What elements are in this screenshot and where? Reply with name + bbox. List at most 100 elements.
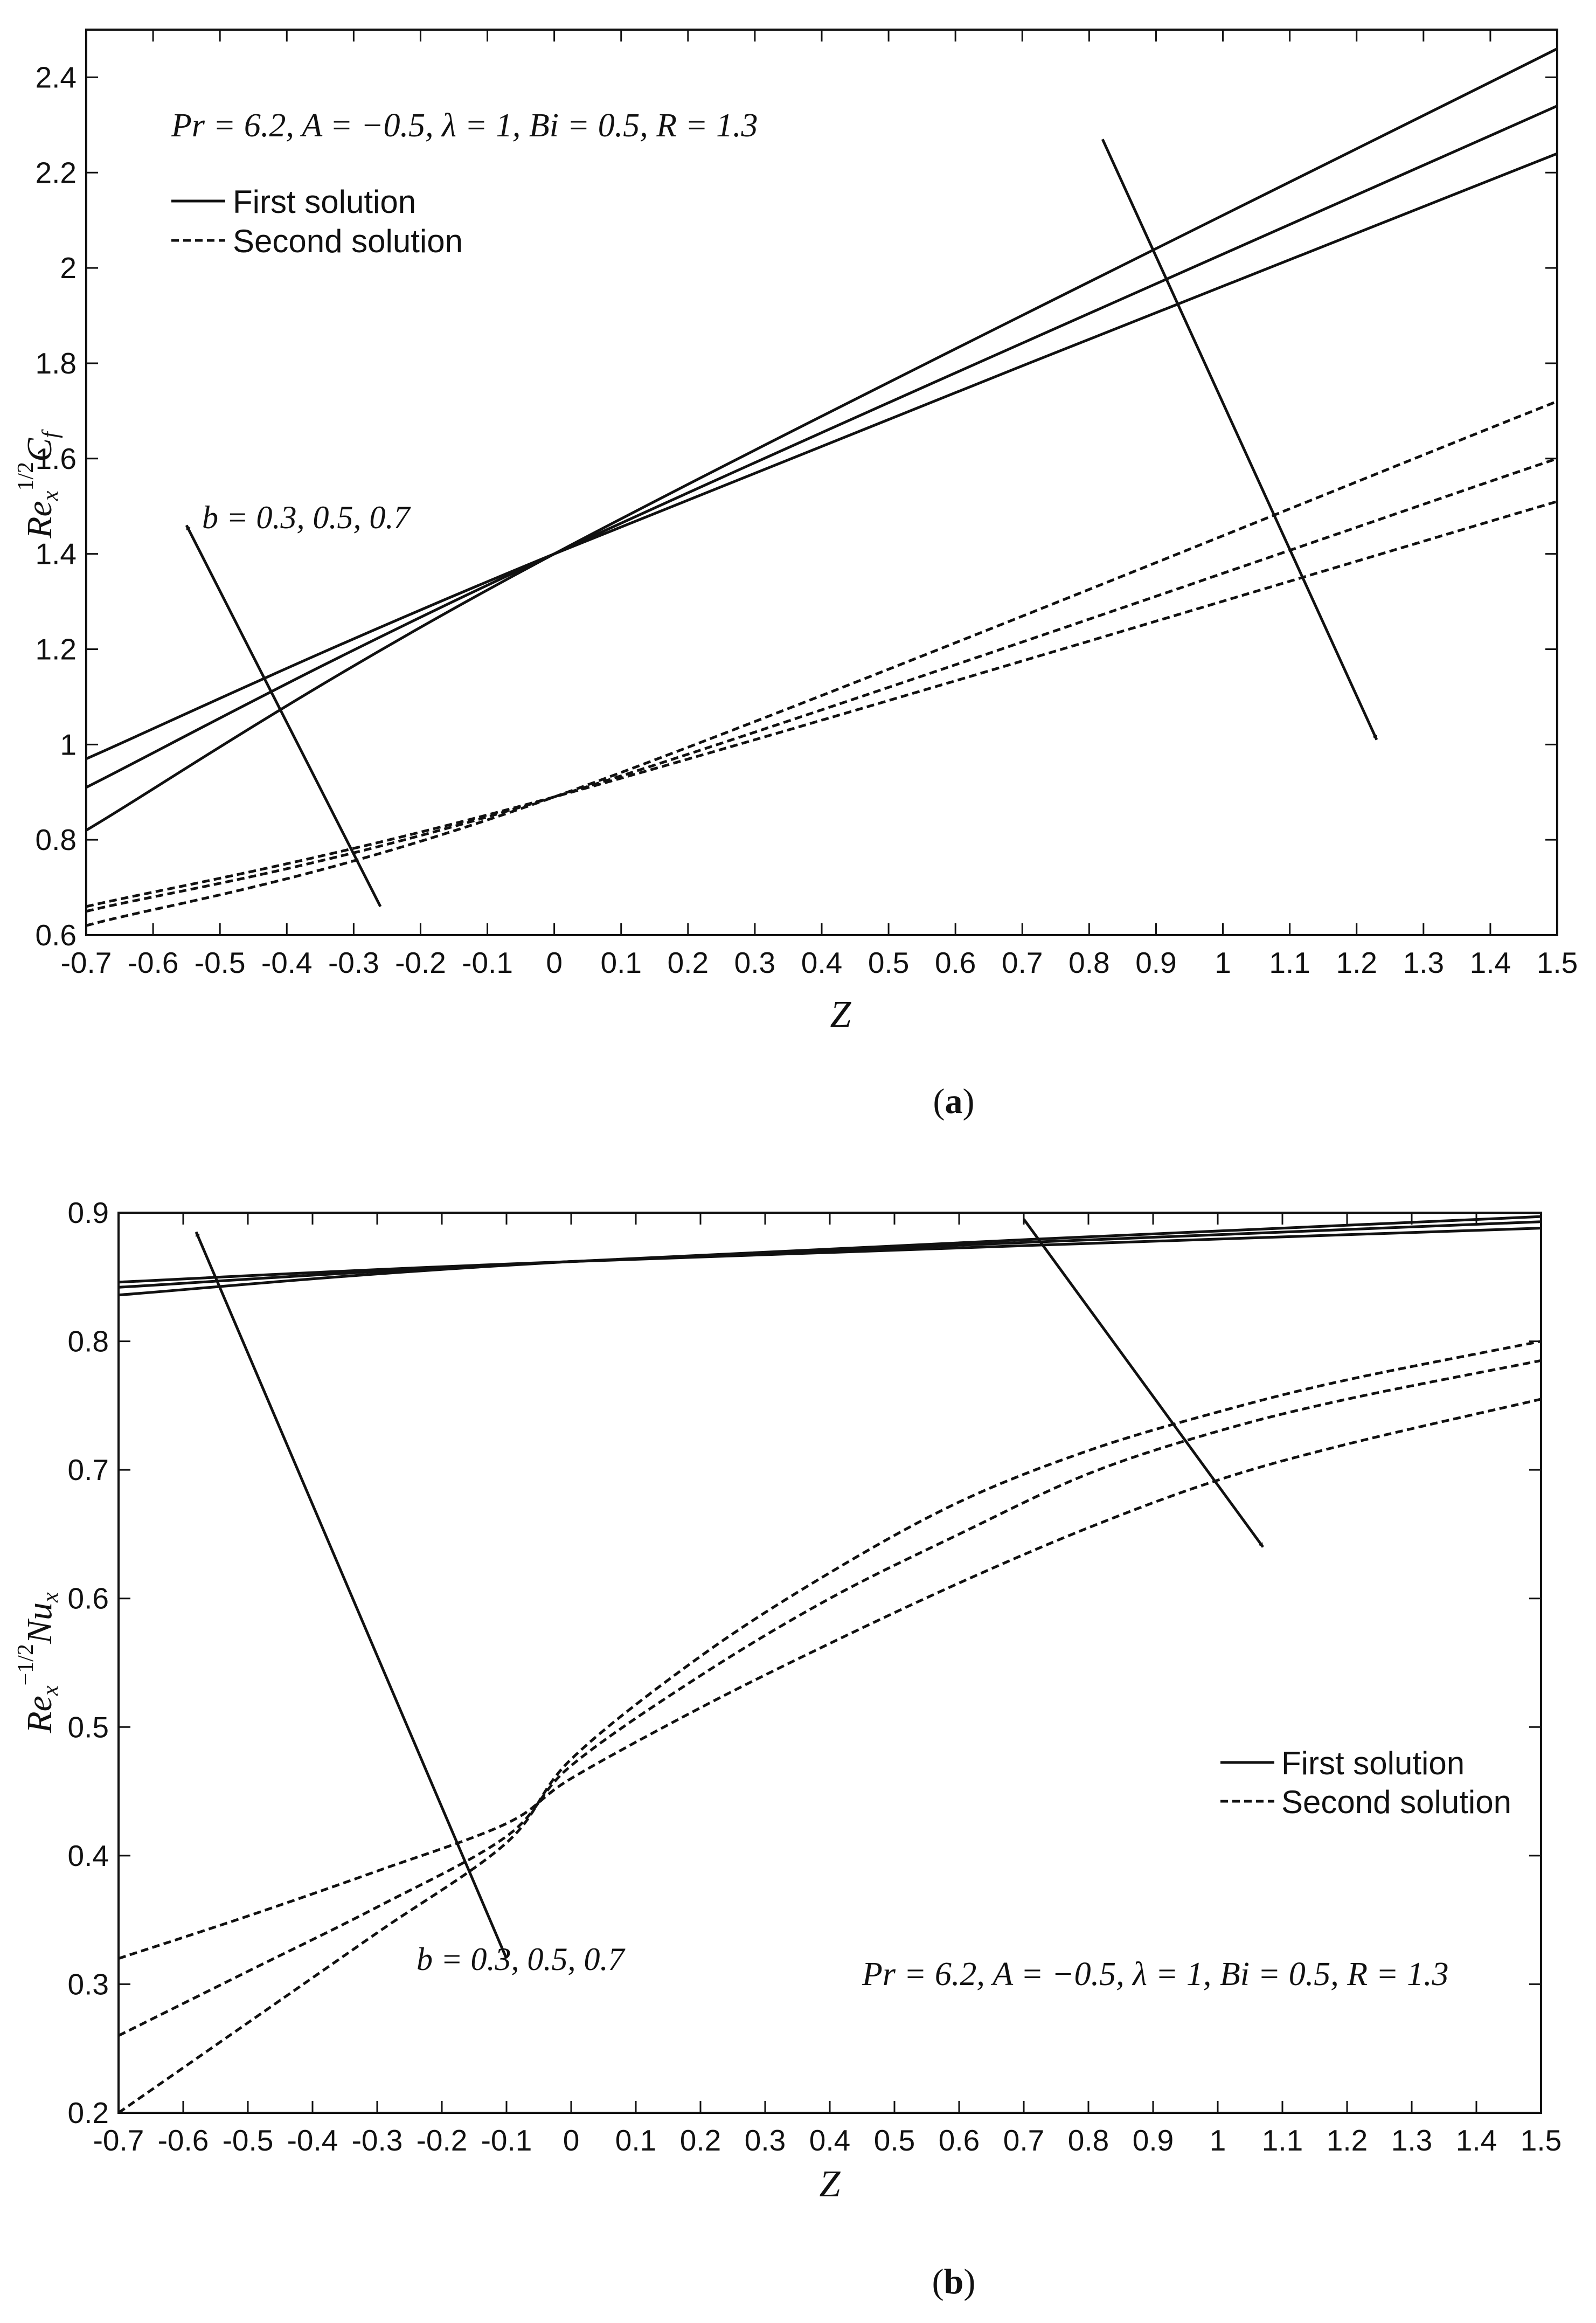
y-tick-label-b: 0.8 [68, 1325, 109, 1358]
y-tick-label-a: 2.2 [36, 156, 77, 189]
x-tick-label-a: 0.5 [868, 946, 909, 979]
x-tick-label-a: 1 [1215, 946, 1231, 979]
x-tick-label-b: 0.5 [874, 2124, 915, 2157]
x-tick-label-b: 0.6 [939, 2124, 980, 2157]
x-tick-label-a: 0.9 [1135, 946, 1176, 979]
axis-ticks-a: -0.7 -0.6 -0.5 -0.4 -0.3 -0.2 -0.1 0 0.1 0.2 0.3 0.… [36, 30, 1578, 979]
x-tick-label-a: -0.2 [395, 946, 446, 979]
y-tick-label-b: 0.2 [68, 2096, 109, 2130]
series-line-b-6-second-solution [117, 1340, 1542, 2114]
series-line-a-2-first-solution [85, 105, 1558, 789]
x-tick-label-b: 0 [563, 2124, 580, 2157]
arrows-b [195, 1218, 1265, 1959]
legend-b-second-solution: Second solution [1281, 1784, 1511, 1820]
x-tick-label-a: -0.7 [61, 946, 112, 979]
x-tick-label-b: -0.2 [417, 2124, 468, 2157]
x-tick-label-b: 1.1 [1262, 2124, 1303, 2157]
annotation-b: b = 0.3, 0.5, 0.7 [417, 1941, 626, 1977]
x-tick-label-b: -0.3 [352, 2124, 403, 2157]
y-tick-label-b: 0.3 [68, 1967, 109, 2001]
y-label-a-tail-sub: f [38, 429, 63, 438]
panel-caption-b: (b) [932, 2262, 976, 2301]
y-label-b-sup: −1/2 [13, 1644, 38, 1685]
x-tick-label-a: -0.1 [462, 946, 513, 979]
x-tick-label-a: 1.5 [1537, 946, 1578, 979]
y-tick-label-a: 0.6 [36, 918, 77, 952]
x-tick-label-a: 1.2 [1336, 946, 1377, 979]
x-tick-label-a: -0.6 [128, 946, 179, 979]
x-tick-label-b: 0.3 [745, 2124, 786, 2157]
y-tick-label-a: 0.8 [36, 823, 77, 856]
x-tick-label-a: 0.4 [801, 946, 842, 979]
trend-arrow-b-2 [1022, 1218, 1265, 1548]
x-tick-label-b: -0.5 [223, 2124, 274, 2157]
annotation-a: b = 0.3, 0.5, 0.7 [202, 500, 411, 535]
trend-arrow-a-2 [1101, 139, 1378, 741]
chart-panel-a: -0.7 -0.6 -0.5 -0.4 -0.3 -0.2 -0.1 0 0.1 0.2 0.3 0.… [13, 29, 1578, 1121]
x-tick-label-b: 0.4 [809, 2124, 850, 2157]
x-tick-label-b: -0.7 [93, 2124, 144, 2157]
x-tick-label-b: 1.2 [1327, 2124, 1368, 2157]
y-label-b-tail: Nu [20, 1602, 59, 1644]
series-line-a-5-second-solution [86, 457, 1558, 913]
arrows-a [185, 139, 1378, 908]
x-tick-label-b: 1.5 [1521, 2124, 1562, 2157]
panel-caption-a: (a) [933, 1082, 975, 1121]
legend-a-second-solution: Second solution [233, 223, 463, 259]
x-tick-label-a: 0.2 [668, 946, 709, 979]
y-label-b-base: Re [20, 1696, 59, 1734]
legend-a-first-solution: First solution [233, 184, 416, 220]
x-tick-label-a: 0.3 [734, 946, 775, 979]
x-tick-label-b: 0.2 [680, 2124, 721, 2157]
x-tick-label-a: 0.1 [600, 946, 641, 979]
legend-b: First solution Second solution [1220, 1745, 1511, 1820]
y-axis-label-a: Rex1/2Cf [13, 429, 63, 539]
x-tick-label-a: 1.4 [1470, 946, 1511, 979]
y-tick-label-b: 0.5 [68, 1710, 109, 1744]
y-label-b-tail-sub: x [38, 1592, 63, 1603]
x-tick-label-b: -0.6 [158, 2124, 209, 2157]
x-tick-label-a: 0.7 [1002, 946, 1043, 979]
chart-panel-b: -0.7 -0.6 -0.5 -0.4 -0.3 -0.2 -0.1 0 0.1 0.2 0.3 0.… [13, 1196, 1562, 2301]
x-tick-label-b: 0.7 [1003, 2124, 1044, 2157]
y-tick-label-b: 0.9 [68, 1196, 109, 1229]
y-tick-label-a: 1.8 [36, 347, 77, 380]
series-group-b [117, 1215, 1542, 2114]
x-axis-label-a: Z [830, 994, 852, 1035]
y-axis-label-b: Rex−1/2Nux [13, 1592, 63, 1734]
y-tick-label-b: 0.4 [68, 1839, 109, 1872]
x-tick-label-a: 1.1 [1269, 946, 1310, 979]
series-line-a-6-second-solution [86, 400, 1558, 927]
legend-b-first-solution: First solution [1281, 1745, 1465, 1781]
series-line-a-1-first-solution [85, 152, 1558, 760]
series-line-b-4-second-solution [118, 1398, 1542, 1960]
x-axis-label-b: Z [820, 2163, 841, 2205]
x-tick-label-b: 0.1 [615, 2124, 656, 2157]
y-tick-label-b: 0.6 [68, 1582, 109, 1615]
trend-arrow-b-1 [195, 1231, 508, 1959]
y-tick-label-a: 1.4 [36, 537, 77, 571]
x-tick-label-a: 1.3 [1403, 946, 1444, 979]
x-tick-label-b: 1.4 [1456, 2124, 1497, 2157]
panel-label-b: b [944, 2262, 964, 2301]
x-tick-label-a: 0 [546, 946, 563, 979]
series-group-a [85, 47, 1558, 927]
x-tick-label-b: 0.9 [1133, 2124, 1174, 2157]
trend-arrow-a-1 [185, 524, 382, 908]
y-label-a-sup: 1/2 [13, 462, 38, 491]
y-tick-label-a: 2 [60, 251, 77, 285]
parameter-text-a: Pr = 6.2, A = −0.5, λ = 1, Bi = 0.5, R =… [171, 107, 758, 144]
x-tick-label-b: -0.4 [287, 2124, 338, 2157]
series-line-b-5-second-solution [117, 1359, 1542, 2037]
y-tick-label-a: 1 [60, 728, 77, 761]
legend-a: First solution Second solution [171, 184, 463, 259]
y-tick-label-a: 1.2 [36, 632, 77, 666]
series-line-a-4-second-solution [86, 500, 1558, 908]
x-tick-label-b: 1 [1210, 2124, 1226, 2157]
x-tick-label-b: 1.3 [1391, 2124, 1432, 2157]
x-tick-label-a: 0.8 [1068, 946, 1109, 979]
parameter-text-b: Pr = 6.2, A = −0.5, λ = 1, Bi = 0.5, R =… [862, 1956, 1448, 1993]
x-tick-label-a: -0.3 [328, 946, 379, 979]
series-line-b-3-first-solution [118, 1215, 1542, 1297]
y-label-a-base: Re [20, 501, 59, 539]
